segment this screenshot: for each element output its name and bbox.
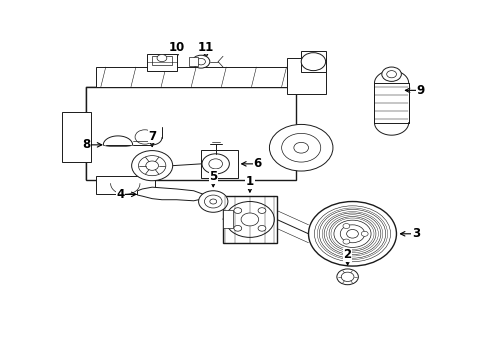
Bar <box>189 57 197 66</box>
Circle shape <box>258 225 266 231</box>
Circle shape <box>309 202 396 266</box>
Circle shape <box>340 225 365 243</box>
Bar <box>152 56 171 65</box>
Circle shape <box>387 71 396 78</box>
Text: 4: 4 <box>116 188 124 201</box>
Circle shape <box>138 157 152 167</box>
Circle shape <box>343 239 350 244</box>
Circle shape <box>334 220 371 247</box>
Circle shape <box>337 269 358 285</box>
Circle shape <box>282 134 321 162</box>
Text: 2: 2 <box>343 248 352 261</box>
Circle shape <box>329 217 376 251</box>
Bar <box>62 112 91 162</box>
Circle shape <box>343 224 350 229</box>
Circle shape <box>294 142 309 153</box>
Text: 8: 8 <box>82 138 90 151</box>
Text: 11: 11 <box>198 41 214 54</box>
Circle shape <box>196 58 205 65</box>
Circle shape <box>192 55 210 68</box>
Bar <box>96 67 287 87</box>
Text: 5: 5 <box>209 170 218 183</box>
Circle shape <box>341 272 354 282</box>
Circle shape <box>234 208 242 213</box>
Circle shape <box>135 130 155 144</box>
Text: 1: 1 <box>246 175 254 188</box>
Bar <box>374 83 409 123</box>
Circle shape <box>198 191 228 212</box>
Bar <box>301 51 326 72</box>
Bar <box>147 54 176 71</box>
Bar <box>223 211 233 228</box>
Circle shape <box>225 202 274 237</box>
Text: 7: 7 <box>148 130 156 143</box>
Circle shape <box>132 150 172 181</box>
Circle shape <box>146 161 159 170</box>
Circle shape <box>270 125 333 171</box>
Bar <box>287 58 326 94</box>
Bar <box>86 87 296 180</box>
Text: 6: 6 <box>253 157 261 170</box>
Polygon shape <box>138 187 203 201</box>
Bar <box>201 149 238 178</box>
Circle shape <box>234 225 242 231</box>
Bar <box>223 196 277 243</box>
Circle shape <box>346 229 358 238</box>
Circle shape <box>139 156 166 176</box>
Bar <box>86 87 296 180</box>
Circle shape <box>210 199 217 204</box>
Circle shape <box>209 159 222 169</box>
Circle shape <box>382 67 401 81</box>
Circle shape <box>361 231 368 236</box>
Circle shape <box>301 53 326 71</box>
Circle shape <box>241 213 259 226</box>
Circle shape <box>204 195 222 208</box>
Circle shape <box>315 206 391 262</box>
Text: 9: 9 <box>417 84 425 97</box>
Circle shape <box>258 208 266 213</box>
Circle shape <box>324 213 381 255</box>
Text: 10: 10 <box>169 41 185 54</box>
Text: 3: 3 <box>412 227 420 240</box>
Circle shape <box>319 210 386 258</box>
Circle shape <box>202 154 229 174</box>
Bar <box>96 176 155 194</box>
Circle shape <box>157 54 167 62</box>
